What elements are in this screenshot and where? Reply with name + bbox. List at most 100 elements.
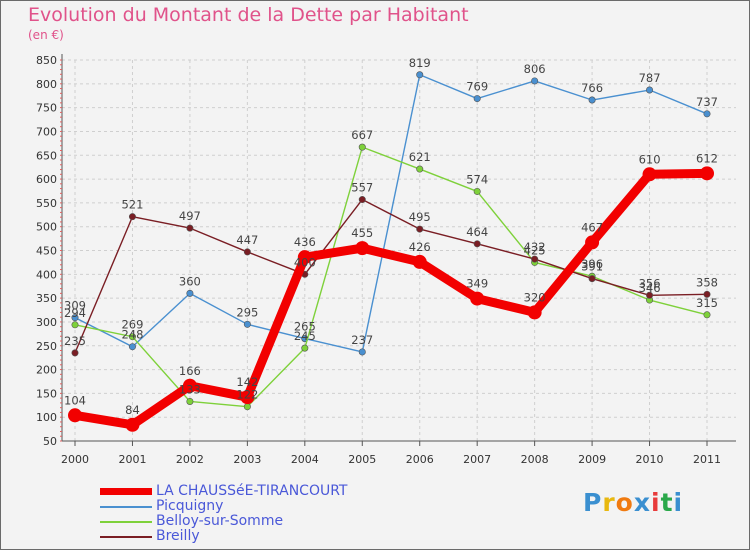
- y-tick-label: 500: [36, 221, 57, 234]
- data-point-breilly: [473, 240, 481, 248]
- data-point-picquigny: [358, 348, 366, 356]
- data-point-la-chauss-e-tirancourt: [355, 241, 370, 256]
- logo-letter: i: [673, 488, 684, 517]
- data-point-belloy-sur-somme: [703, 311, 711, 319]
- data-label-breilly: 235: [64, 334, 86, 348]
- data-point-breilly: [71, 349, 79, 357]
- data-point-la-chauss-e-tirancourt: [182, 378, 197, 393]
- data-point-breilly: [243, 248, 251, 256]
- y-tick-label: 400: [36, 268, 57, 281]
- x-tick-label: 2009: [578, 453, 606, 466]
- legend-label: Breilly: [156, 528, 200, 544]
- y-tick-label: 800: [36, 78, 57, 91]
- legend-item-picquigny: Picquigny: [100, 499, 430, 514]
- legend: LA CHAUSSéE-TIRANCOURT Picquigny Belloy-…: [100, 484, 430, 544]
- data-point-la-chauss-e-tirancourt: [297, 250, 312, 265]
- x-tick-label: 2008: [521, 453, 549, 466]
- data-label-la-chauss-e-tirancourt: 142: [236, 375, 258, 389]
- y-tick-label: 600: [36, 173, 57, 186]
- data-point-belloy-sur-somme: [243, 403, 251, 411]
- legend-item-la-chaussee-tirancourt: LA CHAUSSéE-TIRANCOURT: [100, 484, 430, 499]
- data-label-la-chauss-e-tirancourt: 467: [581, 220, 603, 234]
- data-label-belloy-sur-somme: 667: [351, 128, 373, 142]
- data-label-breilly: 391: [581, 260, 603, 274]
- y-tick-label: 250: [36, 340, 57, 353]
- data-label-belloy-sur-somme: 346: [639, 281, 661, 295]
- data-point-belloy-sur-somme: [301, 344, 309, 352]
- y-tick-label: 200: [36, 364, 57, 377]
- data-label-picquigny: 237: [351, 333, 373, 347]
- y-tick-label: 450: [36, 245, 57, 258]
- series-line-la-chauss-e-tirancourt: [70, 168, 712, 430]
- data-label-la-chauss-e-tirancourt: 104: [64, 393, 86, 407]
- data-point-picquigny: [186, 289, 194, 297]
- data-point-la-chauss-e-tirancourt: [68, 408, 82, 423]
- data-point-belloy-sur-somme: [128, 333, 136, 341]
- legend-swatch: [100, 505, 152, 508]
- data-point-la-chauss-e-tirancourt: [527, 305, 542, 320]
- data-point-picquigny: [243, 320, 251, 328]
- data-label-breilly: 557: [351, 181, 373, 195]
- legend-swatch: [100, 535, 152, 538]
- logo-letter: i: [651, 488, 661, 517]
- data-label-breilly: 497: [179, 209, 201, 223]
- data-point-picquigny: [531, 77, 539, 85]
- proxiti-logo: Proxiti: [583, 488, 683, 517]
- data-label-picquigny: 769: [466, 80, 488, 94]
- y-tick-label: 550: [36, 197, 57, 210]
- data-point-picquigny: [473, 95, 481, 103]
- data-point-breilly: [646, 291, 654, 299]
- data-point-la-chauss-e-tirancourt: [700, 166, 714, 181]
- data-label-belloy-sur-somme: 133: [179, 382, 201, 396]
- data-label-la-chauss-e-tirancourt: 610: [639, 152, 661, 166]
- y-tick-label: 350: [36, 292, 57, 305]
- x-tick-label: 2001: [118, 453, 146, 466]
- x-tick-label: 2000: [61, 453, 89, 466]
- legend-label: LA CHAUSSéE-TIRANCOURT: [156, 483, 348, 499]
- data-label-belloy-sur-somme: 269: [121, 318, 143, 332]
- legend-swatch: [100, 520, 152, 523]
- data-labels: 309 248 360 295 265 237 819 769 806 766 787 737 294 2…: [64, 56, 718, 417]
- data-label-belloy-sur-somme: 425: [524, 243, 546, 257]
- x-tick-label: 2007: [463, 453, 491, 466]
- chart-title: Evolution du Montant de la Dette par Hab…: [28, 4, 469, 26]
- data-point-picquigny: [128, 343, 136, 351]
- data-label-breilly: 447: [236, 233, 258, 247]
- series-lines: [68, 71, 714, 432]
- data-label-belloy-sur-somme: 315: [696, 296, 718, 310]
- data-label-la-chauss-e-tirancourt: 320: [524, 290, 546, 304]
- data-label-la-chauss-e-tirancourt: 612: [696, 151, 718, 165]
- logo-letter: P: [583, 488, 603, 517]
- series-line-picquigny: [74, 74, 708, 353]
- data-label-la-chauss-e-tirancourt: 166: [179, 364, 201, 378]
- y-tick-label: 650: [36, 149, 57, 162]
- data-point-breilly: [703, 290, 711, 298]
- data-point-la-chauss-e-tirancourt: [585, 235, 600, 250]
- legend-swatch: [100, 488, 152, 495]
- data-label-picquigny: 360: [179, 274, 201, 288]
- data-label-breilly: 432: [524, 240, 546, 254]
- y-tick-label: 300: [36, 316, 57, 329]
- grid-lines: [62, 59, 736, 442]
- logo-letter: o: [615, 488, 634, 517]
- legend-item-breilly: Breilly: [100, 529, 430, 544]
- data-point-picquigny: [588, 96, 596, 104]
- legend-label: Picquigny: [156, 498, 224, 514]
- data-point-belloy-sur-somme: [186, 397, 194, 405]
- data-label-picquigny: 806: [524, 62, 546, 76]
- data-point-breilly: [186, 224, 194, 232]
- data-label-breilly: 358: [696, 275, 718, 289]
- data-label-breilly: 495: [409, 210, 431, 224]
- data-label-picquigny: 819: [409, 56, 431, 70]
- y-tick-label: 700: [36, 125, 57, 138]
- data-label-belloy-sur-somme: 574: [466, 172, 488, 186]
- y-tick-label: 100: [36, 411, 57, 424]
- data-point-picquigny: [71, 314, 79, 322]
- legend-label: Belloy-sur-Somme: [156, 513, 284, 529]
- x-tick-label: 2004: [291, 453, 319, 466]
- x-tick-label: 2005: [348, 453, 376, 466]
- data-label-belloy-sur-somme: 396: [581, 257, 603, 271]
- y-tick-label: 850: [36, 54, 57, 67]
- data-point-breilly: [128, 213, 136, 221]
